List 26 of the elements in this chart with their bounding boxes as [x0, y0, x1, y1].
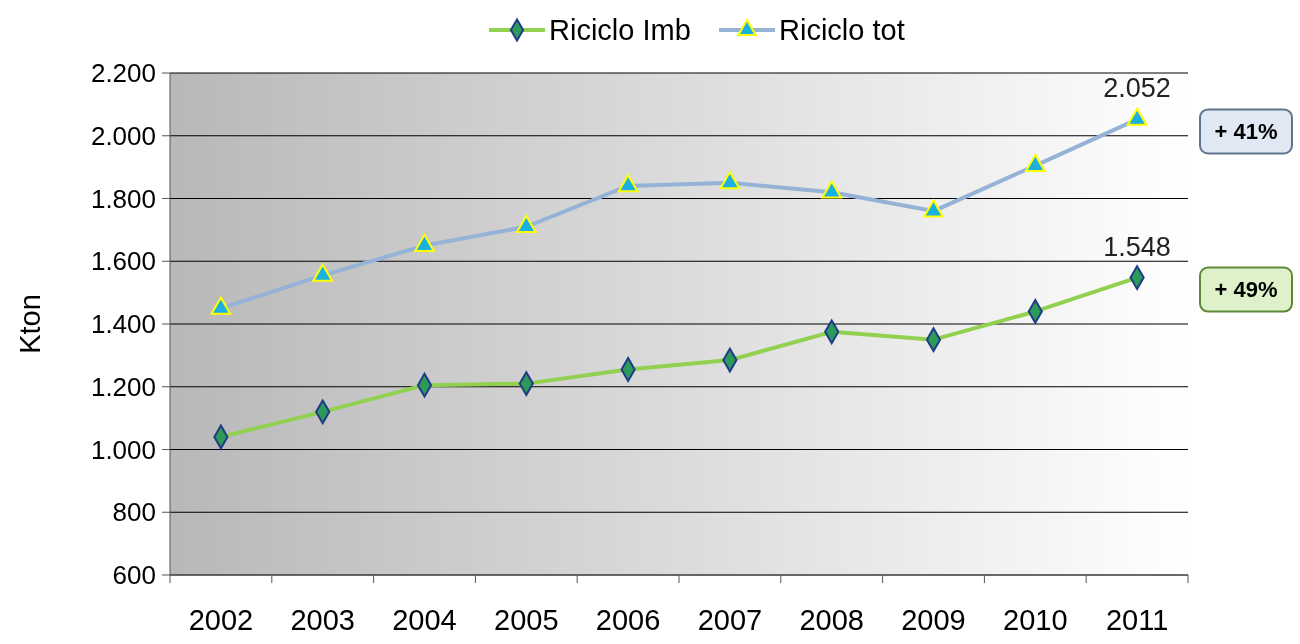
x-tick-label: 2008 [799, 604, 864, 636]
x-tick-label: 2005 [494, 604, 559, 636]
y-axis-title: Kton [14, 294, 46, 354]
x-tick-label: 2007 [697, 604, 763, 636]
legend-label: Riciclo tot [779, 14, 905, 47]
x-tick-label: 2011 [1105, 604, 1169, 636]
x-tick-label: 2009 [901, 604, 966, 636]
data-label: 1.548 [1103, 231, 1171, 262]
y-tick-label: 2.200 [90, 58, 156, 89]
data-label: 2.052 [1103, 73, 1171, 104]
x-tick-label: 2010 [1003, 604, 1068, 636]
y-tick-label: 1.200 [90, 371, 156, 402]
y-tick-label: 2.000 [90, 120, 156, 151]
y-tick-label: 1.600 [90, 246, 156, 277]
y-tick-label: 1.800 [90, 183, 156, 214]
y-tick-label: 1.000 [90, 434, 156, 465]
x-tick-label: 2006 [595, 604, 661, 636]
x-tick-label: 2004 [392, 604, 457, 636]
y-tick-label: 600 [112, 560, 156, 591]
x-tick-label: 2003 [290, 604, 355, 636]
text: + 49% [1214, 277, 1278, 303]
x-tick-label: 2002 [188, 604, 254, 636]
y-tick-label: 800 [112, 497, 156, 528]
text: + 41% [1214, 119, 1278, 145]
legend-label: Riciclo Imb [549, 14, 691, 47]
y-tick-label: 1.400 [90, 309, 156, 340]
